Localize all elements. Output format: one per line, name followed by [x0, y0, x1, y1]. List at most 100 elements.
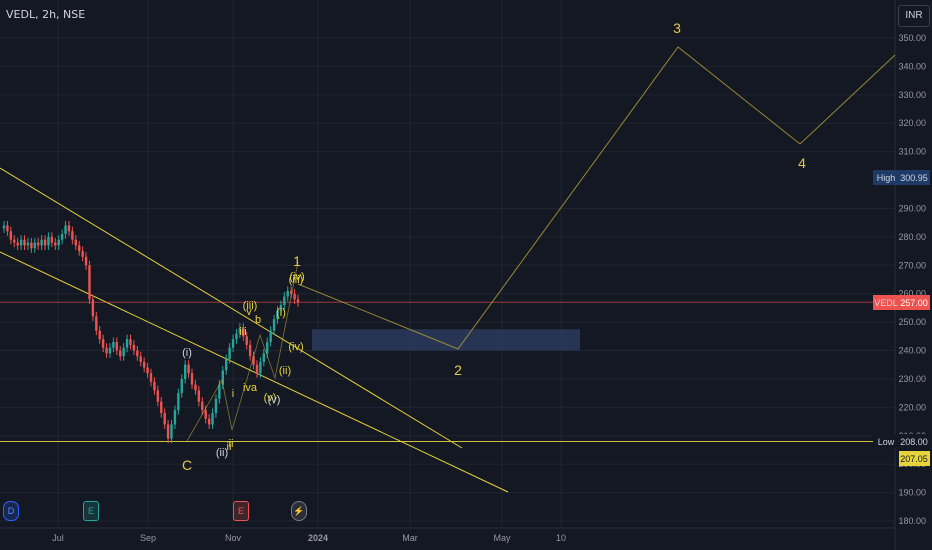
y-tick-label: 330.00	[898, 90, 926, 100]
candle-body	[269, 330, 272, 343]
candle-body	[242, 327, 245, 337]
y-tick-label: 260.00	[898, 289, 926, 299]
price-label-value: 257.00	[900, 298, 928, 308]
candle-body	[2, 225, 6, 229]
wave-label-major: 4	[798, 155, 806, 171]
wave-label-minor: iii	[239, 326, 246, 338]
wave-label-major: 2	[454, 362, 462, 378]
y-tick-label: 240.00	[898, 346, 926, 356]
candle-body	[95, 316, 98, 331]
candle-body	[54, 242, 57, 246]
price-label-marker: 207.05	[899, 451, 930, 466]
candle-body	[136, 350, 139, 357]
x-tick-label: Sep	[140, 533, 156, 543]
candle-body	[50, 236, 54, 243]
candle-body	[289, 290, 293, 294]
wave-structure-line	[186, 261, 299, 442]
candle-body	[221, 370, 224, 385]
candle-body	[187, 364, 190, 374]
candle-body	[81, 251, 84, 257]
candle-body	[204, 410, 207, 419]
candle-body	[16, 242, 19, 246]
candle-body	[23, 239, 26, 246]
candle-body	[125, 339, 129, 348]
candle-body	[122, 347, 125, 357]
candle-body	[60, 234, 64, 240]
candle-body	[235, 333, 238, 340]
candle-body	[40, 239, 43, 246]
candle-body	[160, 401, 163, 414]
price-label-name: Low	[878, 437, 895, 447]
candle-body	[43, 239, 47, 246]
candle-body	[78, 245, 81, 252]
price-label-name: VEDL	[874, 298, 898, 308]
candle-body	[71, 231, 74, 240]
candle-body	[170, 424, 173, 439]
wave-label-minor: (iii)	[243, 300, 258, 312]
wave-label-minor: (iv)	[289, 271, 304, 283]
candle-body	[101, 339, 105, 348]
candle-body	[276, 310, 279, 320]
candle-body	[259, 361, 262, 374]
y-tick-label: 270.00	[898, 260, 926, 270]
candle-body	[33, 242, 36, 249]
candle-body	[9, 231, 13, 240]
candle-body	[129, 339, 132, 345]
price-label-box	[899, 451, 930, 466]
candle-body	[211, 413, 214, 425]
candle-body	[98, 330, 101, 340]
target-zone	[312, 329, 580, 351]
wave-label-minor: i	[232, 388, 234, 400]
wave-label-minor: (iii)	[289, 274, 304, 286]
candle-body	[105, 347, 108, 354]
candle-body	[36, 242, 40, 246]
candle-body	[272, 319, 276, 331]
candle-body	[293, 293, 296, 300]
candle-body	[57, 239, 60, 246]
price-label-box	[899, 295, 930, 310]
candle-body	[197, 390, 201, 402]
x-tick-label: May	[493, 533, 511, 543]
y-tick-label: 220.00	[898, 402, 926, 412]
candle-body	[183, 364, 187, 379]
earnings-marker-1[interactable]: E	[83, 501, 99, 521]
candle-body	[132, 344, 136, 351]
price-label-high: High 300.95	[873, 170, 930, 185]
currency-button[interactable]: INR	[898, 5, 930, 27]
price-label-tag	[873, 170, 900, 185]
dividend-marker[interactable]: D	[3, 501, 19, 521]
earnings-marker-2[interactable]: E	[233, 501, 249, 521]
candle-body	[201, 401, 204, 411]
price-label-value: 300.95	[900, 173, 928, 183]
candle-body	[67, 225, 71, 232]
candle-body	[108, 347, 112, 354]
y-tick-label: 190.00	[898, 488, 926, 498]
wave-label-major: 3	[673, 20, 681, 36]
wave-label-minor: ii	[227, 441, 232, 453]
candle-body	[6, 225, 9, 232]
channel-lower-line	[0, 251, 509, 493]
candle-body	[231, 339, 235, 348]
x-tick-label: Jul	[52, 533, 64, 543]
y-tick-label: 230.00	[898, 374, 926, 384]
candle-body	[19, 239, 23, 246]
candle-body	[248, 344, 252, 357]
candle-body	[225, 359, 228, 371]
x-tick-label: 10	[556, 533, 566, 543]
candle-body	[47, 236, 50, 246]
candle-body	[139, 356, 142, 362]
candle-body	[88, 265, 91, 300]
candle-body	[262, 353, 266, 362]
wave-label-minor: ii	[229, 438, 234, 450]
wave-label-minor: (ii)	[279, 365, 291, 377]
candle-body	[190, 373, 194, 385]
candle-body	[149, 373, 153, 382]
candle-body	[177, 393, 180, 411]
candle-body	[13, 239, 16, 243]
candle-body	[228, 347, 231, 360]
price-label-tag	[873, 295, 900, 310]
split-marker[interactable]: ⚡	[291, 501, 307, 521]
symbol-title[interactable]: VEDL, 2h, NSE	[6, 8, 86, 21]
